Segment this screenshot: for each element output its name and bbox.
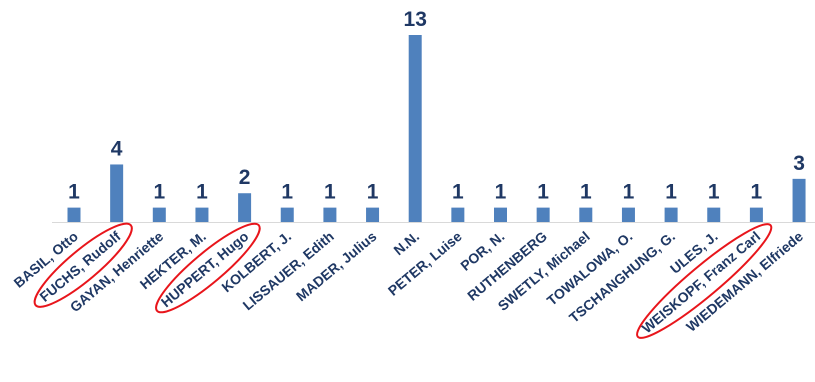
value-label-0: 1: [68, 181, 80, 204]
value-label-6: 1: [324, 181, 336, 204]
bar-2: [152, 207, 166, 222]
bar-16: [749, 207, 763, 222]
bar-10: [494, 207, 507, 222]
category-label-8: N.N.: [390, 228, 422, 258]
bar-17: [792, 178, 806, 222]
value-label-5: 1: [281, 181, 293, 204]
value-label-14: 1: [665, 181, 677, 204]
bar-8: [408, 35, 422, 222]
bar-5: [280, 207, 294, 222]
bar-1: [110, 164, 124, 222]
highlight-ellipse-2: [636, 223, 773, 339]
value-label-13: 1: [623, 181, 635, 204]
value-label-8: 13: [404, 8, 427, 31]
value-label-2: 1: [153, 181, 165, 204]
bar-15: [707, 207, 721, 222]
bar-4: [238, 193, 252, 222]
value-label-3: 1: [196, 181, 208, 204]
value-label-12: 1: [580, 181, 592, 204]
bar-14: [664, 207, 678, 222]
highlight-ellipse-1: [155, 222, 261, 314]
value-label-4: 2: [239, 166, 251, 189]
bar-9: [451, 207, 465, 222]
bar-3: [195, 207, 209, 222]
bar-12: [579, 207, 593, 222]
value-label-1: 4: [111, 137, 123, 160]
value-label-15: 1: [708, 181, 720, 204]
bar-11: [536, 207, 550, 222]
highlight-ellipse-0: [33, 222, 133, 308]
value-label-10: 1: [495, 181, 507, 204]
value-label-9: 1: [452, 181, 464, 204]
bar-0: [67, 207, 81, 222]
bar-6: [323, 207, 337, 222]
value-label-16: 1: [751, 181, 763, 204]
bar-13: [621, 207, 635, 222]
value-label-7: 1: [367, 181, 379, 204]
bar-7: [366, 207, 380, 222]
category-label-9: PETER, Luise: [385, 228, 465, 299]
value-label-11: 1: [537, 181, 549, 204]
value-label-17: 3: [793, 152, 805, 175]
